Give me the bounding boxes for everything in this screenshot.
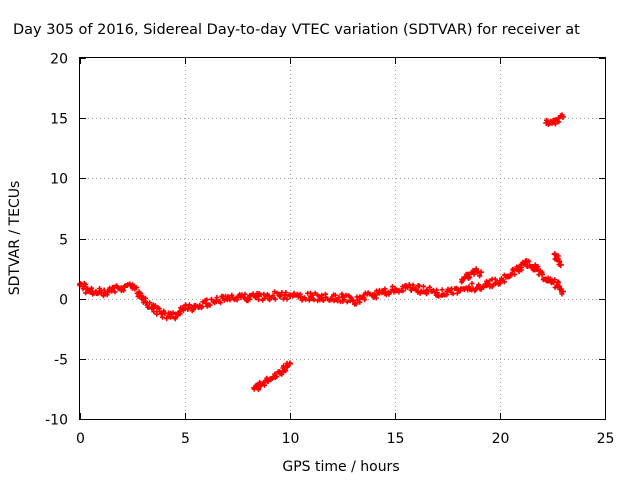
data-point-cluster	[361, 290, 375, 303]
data-point-cluster	[507, 263, 523, 279]
y-axis-ticks: -10 -5 0 5 10 15 20	[45, 52, 605, 429]
x-axis-label: GPS time / hours	[282, 459, 399, 475]
y-tick-label: 15	[50, 112, 68, 128]
data-point-cluster	[251, 379, 263, 393]
data-point-cluster	[413, 283, 428, 296]
grid-lines	[80, 58, 605, 419]
data-points	[77, 112, 566, 393]
data-series	[77, 258, 566, 322]
y-tick-label: -10	[45, 413, 68, 429]
x-tick-label: 5	[181, 431, 190, 447]
y-tick-label: -5	[54, 353, 68, 369]
x-tick-label: 10	[282, 431, 300, 447]
y-tick-label: 0	[59, 293, 68, 309]
data-point-cluster	[476, 278, 491, 292]
y-tick-label: 10	[50, 172, 68, 188]
x-tick-label: 20	[492, 431, 510, 447]
x-tick-label: 25	[597, 431, 615, 447]
data-point	[560, 113, 566, 120]
y-tick-label: 20	[50, 52, 68, 68]
data-point	[557, 261, 564, 268]
data-series	[551, 251, 564, 268]
data-point	[478, 269, 485, 276]
x-tick-label: 15	[387, 431, 405, 447]
data-series	[543, 112, 566, 127]
data-point-cluster	[547, 277, 562, 290]
data-point-cluster	[297, 290, 313, 303]
data-point-cluster	[118, 281, 134, 294]
y-axis-label: SDTVAR / TECUs	[7, 181, 23, 296]
data-point-cluster	[83, 285, 94, 296]
data-point-cluster	[403, 282, 418, 293]
data-series	[251, 360, 293, 393]
x-axis-ticks: 0 5 10 15 20 25	[76, 58, 614, 447]
data-series	[459, 266, 485, 285]
y-tick-label: 5	[59, 233, 68, 249]
data-point-cluster	[264, 375, 275, 384]
data-point-cluster	[434, 287, 450, 299]
x-tick-label: 0	[76, 431, 85, 447]
plot-frame	[79, 57, 606, 420]
data-point-cluster	[168, 310, 181, 322]
data-point-cluster	[176, 304, 186, 317]
chart-title: Day 305 of 2016, Sidereal Day-to-day VTE…	[13, 22, 580, 38]
data-point	[560, 288, 566, 295]
data-point-cluster	[487, 276, 502, 290]
data-point	[287, 360, 293, 367]
